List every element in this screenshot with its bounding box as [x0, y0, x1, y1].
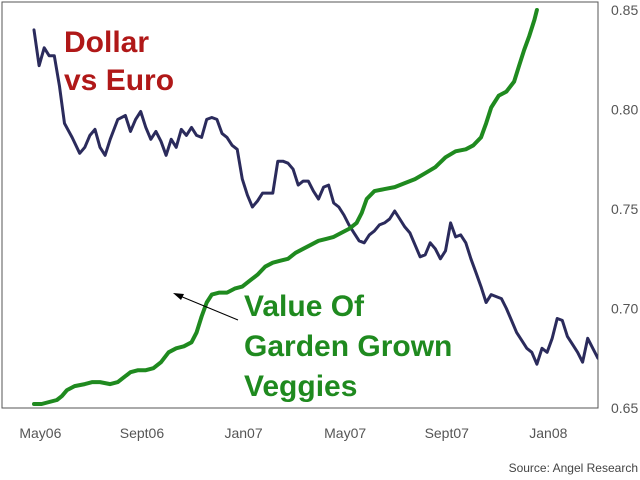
annotation-line-1: Value Of: [244, 290, 365, 323]
y-axis-ticks: 0.85 0.80 0.75 0.70 0.65: [611, 2, 638, 416]
y-tick-label: 0.75: [611, 201, 638, 217]
garden-veggies-line: [32, 8, 539, 406]
annotation-line-3: Veggies: [244, 370, 357, 403]
dollar-euro-line: [32, 28, 598, 366]
x-tick-label: May07: [324, 425, 366, 441]
x-tick-label: Jan07: [224, 425, 262, 441]
x-tick-label: Sept06: [120, 425, 165, 441]
x-tick-label: Sept07: [425, 425, 470, 441]
y-tick-label: 0.70: [611, 301, 638, 317]
annotation-line-2: Garden Grown: [244, 330, 452, 363]
x-axis-ticks: May06 Sept06 Jan07 May07 Sept07 Jan08: [19, 425, 567, 441]
y-tick-label: 0.85: [611, 2, 638, 18]
series-layer: [32, 8, 598, 406]
plot-frame: [1, 1, 599, 409]
chart-title-line-2: vs Euro: [64, 64, 174, 97]
y-tick-label: 0.80: [611, 102, 638, 118]
annotation-arrow: [179, 295, 239, 321]
annotation-arrowhead: [173, 293, 184, 300]
source-note: Source: Angel Research: [509, 461, 638, 475]
x-tick-label: Jan08: [529, 425, 567, 441]
x-tick-label: May06: [19, 425, 61, 441]
y-tick-label: 0.65: [611, 400, 638, 416]
chart-title-line-1: Dollar: [64, 26, 149, 59]
